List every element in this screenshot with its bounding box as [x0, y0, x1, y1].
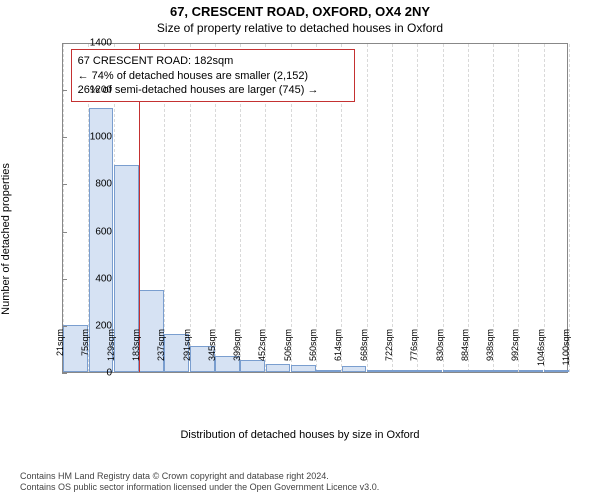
- x-tick-label: 506sqm: [283, 329, 293, 379]
- x-tick-label: 399sqm: [232, 329, 242, 379]
- annotation-line: ← 74% of detached houses are smaller (2,…: [78, 69, 348, 83]
- x-tick-label: 992sqm: [510, 329, 520, 379]
- x-tick-label: 129sqm: [106, 329, 116, 379]
- plot-area: 67 CRESCENT ROAD: 182sqm← 74% of detache…: [62, 43, 568, 373]
- gridline: [468, 44, 469, 372]
- x-tick-label: 345sqm: [207, 329, 217, 379]
- x-tick-label: 938sqm: [485, 329, 495, 379]
- x-tick-label: 884sqm: [460, 329, 470, 379]
- y-tick-mark: [62, 279, 67, 280]
- gridline: [493, 44, 494, 372]
- gridline: [417, 44, 418, 372]
- y-tick-mark: [62, 43, 67, 44]
- x-tick-label: 722sqm: [384, 329, 394, 379]
- y-tick-label: 1200: [62, 85, 112, 96]
- footer-line2: Contains OS public sector information li…: [20, 482, 379, 494]
- x-tick-label: 75sqm: [80, 329, 90, 379]
- x-tick-label: 291sqm: [182, 329, 192, 379]
- y-tick-label: 800: [62, 179, 112, 190]
- x-tick-label: 776sqm: [409, 329, 419, 379]
- y-tick-label: 400: [62, 273, 112, 284]
- y-tick-mark: [62, 326, 67, 327]
- y-tick-label: 600: [62, 226, 112, 237]
- gridline: [569, 44, 570, 372]
- page-title: 67, CRESCENT ROAD, OXFORD, OX4 2NY: [0, 0, 600, 19]
- y-tick-mark: [62, 90, 67, 91]
- y-tick-label: 1000: [62, 132, 112, 143]
- gridline: [544, 44, 545, 372]
- x-tick-label: 668sqm: [359, 329, 369, 379]
- chart-container: Number of detached properties 67 CRESCEN…: [20, 39, 580, 439]
- x-tick-label: 830sqm: [435, 329, 445, 379]
- x-tick-label: 614sqm: [333, 329, 343, 379]
- y-tick-label: 1400: [62, 38, 112, 49]
- gridline: [367, 44, 368, 372]
- annotation-line: 67 CRESCENT ROAD: 182sqm: [78, 54, 348, 68]
- x-tick-label: 183sqm: [131, 329, 141, 379]
- y-tick-mark: [62, 137, 67, 138]
- annotation-box: 67 CRESCENT ROAD: 182sqm← 74% of detache…: [71, 49, 355, 102]
- page-subtitle: Size of property relative to detached ho…: [0, 19, 600, 39]
- x-tick-label: 1046sqm: [536, 329, 546, 379]
- gridline: [518, 44, 519, 372]
- y-tick-mark: [62, 184, 67, 185]
- footer-line1: Contains HM Land Registry data © Crown c…: [20, 471, 379, 483]
- y-axis-label: Number of detached properties: [0, 163, 12, 315]
- gridline: [443, 44, 444, 372]
- x-tick-label: 560sqm: [308, 329, 318, 379]
- annotation-line: 26% of semi-detached houses are larger (…: [78, 83, 348, 97]
- x-tick-label: 1100sqm: [561, 329, 571, 379]
- x-tick-label: 237sqm: [156, 329, 166, 379]
- y-tick-mark: [62, 232, 67, 233]
- gridline: [392, 44, 393, 372]
- x-tick-label: 21sqm: [55, 329, 65, 379]
- footer-credits: Contains HM Land Registry data © Crown c…: [20, 471, 379, 494]
- x-axis-label: Distribution of detached houses by size …: [180, 429, 419, 441]
- x-tick-label: 452sqm: [257, 329, 267, 379]
